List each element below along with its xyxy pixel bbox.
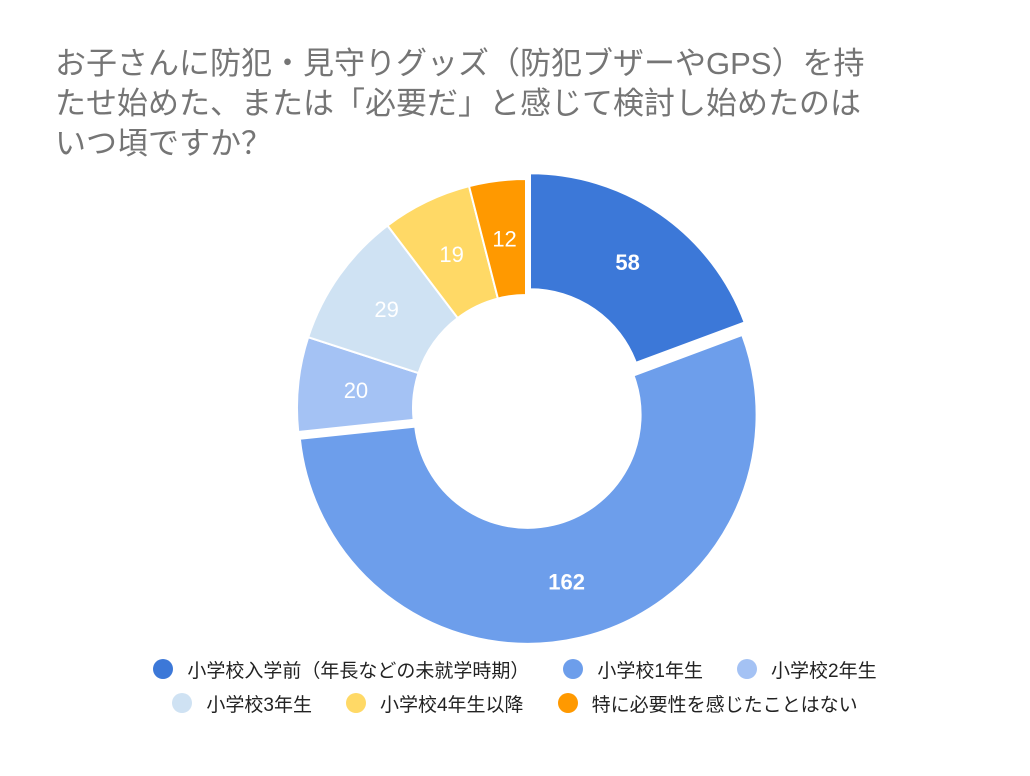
data-label: 29 — [374, 297, 398, 322]
data-label: 12 — [492, 226, 516, 251]
data-label: 58 — [615, 250, 639, 275]
legend-swatch — [172, 693, 193, 713]
legend-swatch — [563, 659, 584, 679]
legend-swatch — [345, 693, 366, 713]
data-label: 19 — [439, 242, 463, 267]
chart-title: お子さんに防犯・見守りグッズ（防犯ブザーやGPS）を持 たせ始めた、または「必要… — [55, 44, 1005, 164]
donut-slice — [467, 177, 527, 300]
legend-row: 小学校3年生 小学校4年生以降 特に必要性を感じたことはない — [0, 686, 1030, 720]
legend-swatch — [737, 659, 757, 679]
legend-row: 小学校入学前（年長などの未就学時期） 小学校1年生 小学校2年生 — [0, 652, 1030, 686]
legend-swatch — [153, 659, 174, 679]
legend-item: 小学校4年生以降 — [345, 690, 524, 717]
legend-item: 特に必要性を感じたことはない — [557, 690, 858, 717]
legend-label: 小学校1年生 — [597, 660, 703, 682]
data-label: 20 — [344, 378, 368, 403]
legend-label: 小学校2年生 — [771, 660, 877, 682]
legend-swatch — [557, 693, 578, 713]
title-line: お子さんに防犯・見守りグッズ（防犯ブザーやGPS）を持 — [55, 46, 865, 81]
legend: 小学校入学前（年長などの未就学時期） 小学校1年生 小学校2年生 小学校3年生 小学校… — [0, 652, 1030, 720]
legend-label: 小学校3年生 — [206, 694, 312, 716]
title-line: いつ頃ですか？ — [55, 126, 272, 161]
legend-item: 小学校2年生 — [737, 656, 877, 683]
legend-label: 小学校入学前（年長などの未就学時期） — [187, 660, 530, 682]
legend-item: 小学校1年生 — [563, 656, 703, 683]
title-line: たせ始めた、または「必要だ」と感じて検討し始めたのは — [55, 86, 861, 121]
legend-item: 小学校入学前（年長などの未就学時期） — [153, 656, 529, 683]
donut-slice — [298, 333, 758, 645]
donut-slice — [528, 172, 746, 365]
legend-label: 小学校4年生以降 — [379, 694, 524, 716]
legend-item: 小学校3年生 — [172, 690, 312, 717]
data-label: 162 — [548, 569, 585, 594]
legend-label: 特に必要性を感じたことはない — [591, 694, 858, 716]
